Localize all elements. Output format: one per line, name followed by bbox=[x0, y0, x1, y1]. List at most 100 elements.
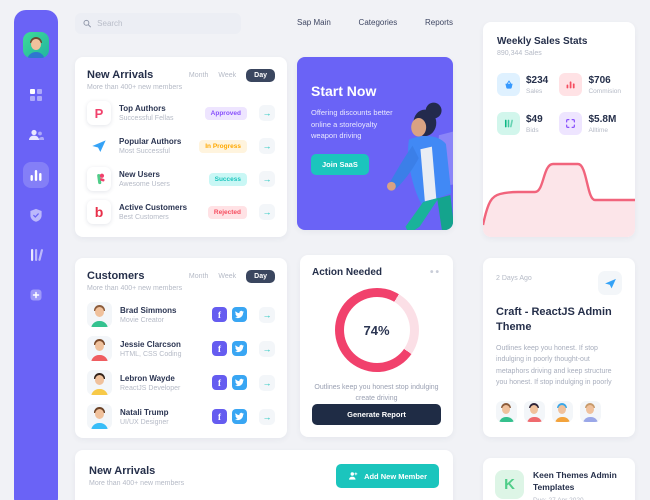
tab-week[interactable]: Week bbox=[218, 273, 237, 280]
list-item-top-authors: P Top Authors Successful Fellas Approved… bbox=[87, 101, 275, 125]
sidebar-item-users[interactable] bbox=[23, 122, 49, 148]
item-title: Top Authors bbox=[119, 104, 166, 113]
start-now-title: Start Now bbox=[311, 83, 377, 99]
item-subtitle: Awesome Users bbox=[119, 181, 170, 188]
status-badge-success[interactable]: Success bbox=[208, 172, 247, 186]
weekly-sales-area-chart bbox=[483, 145, 635, 237]
send-button[interactable] bbox=[598, 271, 622, 295]
status-badge-rejected[interactable]: Rejected bbox=[207, 205, 247, 219]
users-icon bbox=[29, 129, 44, 140]
sidebar-item-analytics[interactable] bbox=[23, 162, 49, 188]
avatar[interactable] bbox=[580, 400, 601, 422]
avatar[interactable] bbox=[524, 400, 545, 422]
row-arrow-button[interactable]: → bbox=[259, 138, 275, 154]
twitter-icon[interactable] bbox=[232, 341, 247, 356]
avatar[interactable] bbox=[552, 400, 573, 422]
row-arrow-button[interactable]: → bbox=[259, 340, 275, 357]
customer-name: Brad Simmons bbox=[120, 305, 177, 315]
customer-row-jessie: Jessie Clarcson HTML, CSS Coding f → bbox=[87, 336, 275, 361]
stat-value: $706 bbox=[588, 74, 611, 86]
add-new-member-button[interactable]: Add New Member bbox=[336, 464, 439, 488]
person-plus-icon bbox=[349, 472, 358, 480]
stat-label: Sales bbox=[526, 87, 543, 95]
card-start-now: Start Now Offering discounts better onli… bbox=[297, 57, 453, 230]
tab-day[interactable]: Day bbox=[246, 270, 275, 283]
tab-month[interactable]: Month bbox=[188, 72, 209, 79]
twitter-icon[interactable] bbox=[232, 307, 247, 322]
customers-tabs: Month Week Day bbox=[189, 270, 275, 283]
customer-name: Jessie Clarcson bbox=[120, 339, 181, 349]
row-arrow-button[interactable]: → bbox=[259, 204, 275, 220]
avatar-face bbox=[31, 39, 41, 50]
p-logo-icon: P bbox=[87, 101, 111, 125]
dashboard-grid-icon bbox=[30, 89, 42, 101]
sidebar-item-library[interactable] bbox=[23, 242, 49, 268]
nav-link-categories[interactable]: Categories bbox=[358, 18, 398, 27]
nav-link-reports[interactable]: Reports bbox=[424, 18, 453, 27]
stat-label: Commision bbox=[588, 87, 621, 95]
sidebar-item-create[interactable] bbox=[23, 282, 49, 308]
avatar[interactable] bbox=[496, 400, 517, 422]
customers-subtitle: More than 400+ new members bbox=[87, 285, 183, 292]
avatar-body bbox=[27, 52, 45, 58]
twitter-icon[interactable] bbox=[232, 409, 247, 424]
facebook-icon[interactable]: f bbox=[212, 307, 227, 322]
avatar bbox=[87, 336, 112, 361]
nav-link-sap-main[interactable]: Sap Main bbox=[297, 18, 331, 27]
search-icon bbox=[83, 19, 91, 28]
weekly-sales-title: Weekly Sales Stats bbox=[497, 36, 588, 47]
new-arrivals-title: New Arrivals bbox=[87, 69, 154, 81]
tab-week[interactable]: Week bbox=[218, 72, 237, 79]
search-input[interactable] bbox=[97, 19, 233, 28]
status-badge-approved[interactable]: Approved bbox=[204, 106, 247, 120]
row-arrow-button[interactable]: → bbox=[259, 408, 275, 425]
donut-chart: 74% bbox=[334, 288, 419, 372]
keen-logo-icon: K bbox=[495, 470, 524, 499]
item-title: Active Customers bbox=[119, 203, 188, 212]
avatar bbox=[87, 404, 112, 429]
card-keen-themes: K Keen Themes Admin Templates Due: 27 Ap… bbox=[483, 458, 635, 500]
customer-row-lebron: Lebron Wayde ReactJS Developer f → bbox=[87, 370, 275, 395]
card-new-arrivals-bottom: New Arrivals More than 400+ new members … bbox=[75, 450, 453, 500]
search-bar[interactable] bbox=[75, 13, 241, 34]
row-arrow-button[interactable]: → bbox=[259, 306, 275, 323]
more-options-icon[interactable]: •• bbox=[429, 266, 441, 278]
frame-icon bbox=[559, 112, 583, 135]
generate-report-button[interactable]: Generate Report bbox=[312, 404, 441, 425]
stat-alltime: $5.8M Alltime bbox=[559, 112, 621, 135]
customer-row-brad: Brad Simmons Movie Creator f → bbox=[87, 302, 275, 327]
add-file-icon bbox=[30, 289, 42, 301]
twitter-icon[interactable] bbox=[232, 375, 247, 390]
row-arrow-button[interactable]: → bbox=[259, 374, 275, 391]
sidebar-item-security[interactable] bbox=[23, 202, 49, 228]
row-arrow-button[interactable]: → bbox=[259, 105, 275, 121]
facebook-icon[interactable]: f bbox=[212, 375, 227, 390]
row-arrow-button[interactable]: → bbox=[259, 171, 275, 187]
sidebar-item-dashboard[interactable] bbox=[23, 82, 49, 108]
join-saas-button[interactable]: Join SaaS bbox=[311, 153, 369, 175]
facebook-icon[interactable]: f bbox=[212, 409, 227, 424]
keen-card-due-date: Due: 27 Apr 2020 bbox=[533, 497, 623, 500]
item-subtitle: Successful Fellas bbox=[119, 115, 174, 122]
bar-chart-icon bbox=[30, 169, 42, 181]
action-needed-body: Outlines keep you honest stop indulging … bbox=[314, 384, 439, 403]
item-title: New Users bbox=[119, 170, 160, 179]
paper-plane-icon bbox=[604, 278, 616, 288]
stat-value: $234 bbox=[526, 74, 549, 86]
tab-day[interactable]: Day bbox=[246, 69, 275, 82]
customer-role: Movie Creator bbox=[120, 316, 164, 324]
chart-bars-icon bbox=[559, 73, 583, 96]
paper-plane-icon bbox=[87, 134, 111, 158]
library-icon bbox=[31, 249, 43, 261]
status-badge-in-progress[interactable]: In Progress bbox=[199, 139, 247, 153]
customer-row-natali: Natali Trump UI/UX Designer f → bbox=[87, 404, 275, 429]
basket-icon bbox=[497, 73, 520, 96]
customers-title: Customers bbox=[87, 270, 145, 282]
list-item-active-customers: b Active Customers Best Customers Reject… bbox=[87, 200, 275, 224]
tab-month[interactable]: Month bbox=[188, 273, 209, 280]
figure-mark-icon bbox=[87, 167, 111, 191]
user-avatar[interactable] bbox=[23, 32, 49, 58]
add-new-member-label: Add New Member bbox=[364, 471, 427, 481]
facebook-icon[interactable]: f bbox=[212, 341, 227, 356]
